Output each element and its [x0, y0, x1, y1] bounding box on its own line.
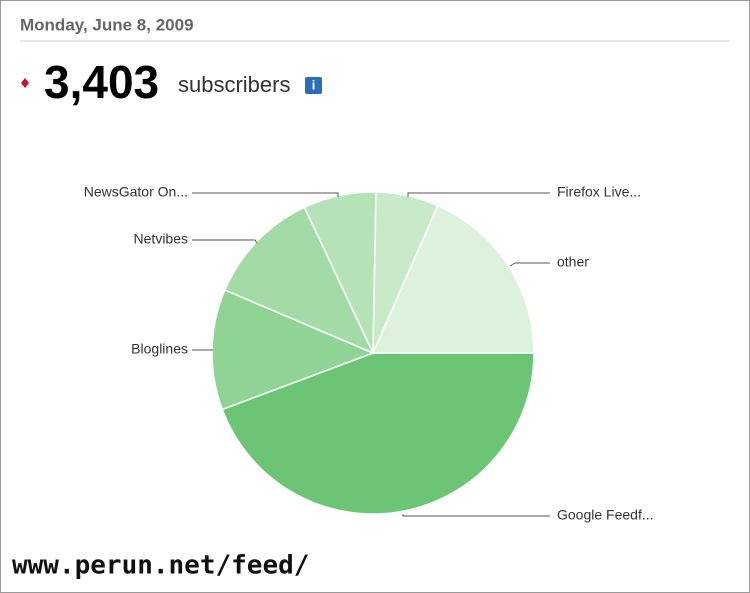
leader-line [509, 262, 550, 267]
slice-label: Firefox Live... [557, 184, 641, 200]
unit: subscribers [178, 72, 290, 97]
pie: Google Feedf... Bloglines Netvibes NewsGato… [84, 184, 654, 523]
slice-label: Google Feedf... [557, 507, 654, 523]
date: Monday, June 8, 2009 [20, 15, 194, 34]
slice-label: NewsGator On... [84, 184, 188, 200]
pie-slice [211, 289, 376, 411]
subscriber-count: 3,403 [44, 56, 159, 108]
leader-line [192, 239, 258, 244]
trend-diamond [21, 78, 29, 88]
slice-label: Bloglines [131, 341, 188, 357]
slice-label: other [557, 254, 589, 270]
info-icon[interactable]: i [305, 77, 322, 94]
slice-label: Netvibes [134, 231, 188, 247]
info-box [305, 77, 322, 94]
pie-slice [221, 352, 535, 515]
leader-line [407, 192, 550, 197]
leader-line [402, 514, 550, 517]
pie-slice [223, 206, 375, 355]
leader-line [192, 192, 339, 197]
watermark: www.perun.net/feed/ [12, 551, 309, 581]
pie-slice [371, 204, 535, 354]
info-glyph: i [312, 77, 316, 92]
